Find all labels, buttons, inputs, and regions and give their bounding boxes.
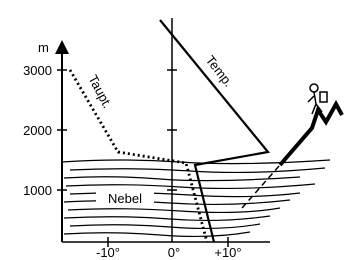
x-label: +10° xyxy=(214,245,241,260)
dew-point-curve xyxy=(70,70,207,242)
mountain xyxy=(280,104,342,165)
fog-label: Nebel xyxy=(108,191,142,206)
temperature-label: Temp. xyxy=(203,53,237,90)
y-arrow xyxy=(55,40,69,54)
x-label: 0° xyxy=(168,245,180,260)
y-label: 1000 xyxy=(23,183,52,198)
y-label: 2000 xyxy=(23,123,52,138)
diagram: Nebel m 3000 2000 1000 -10° 0° +10° Taup… xyxy=(0,0,346,260)
y-unit: m xyxy=(38,40,49,55)
x-label: -10° xyxy=(96,245,120,260)
y-label: 3000 xyxy=(23,63,52,78)
